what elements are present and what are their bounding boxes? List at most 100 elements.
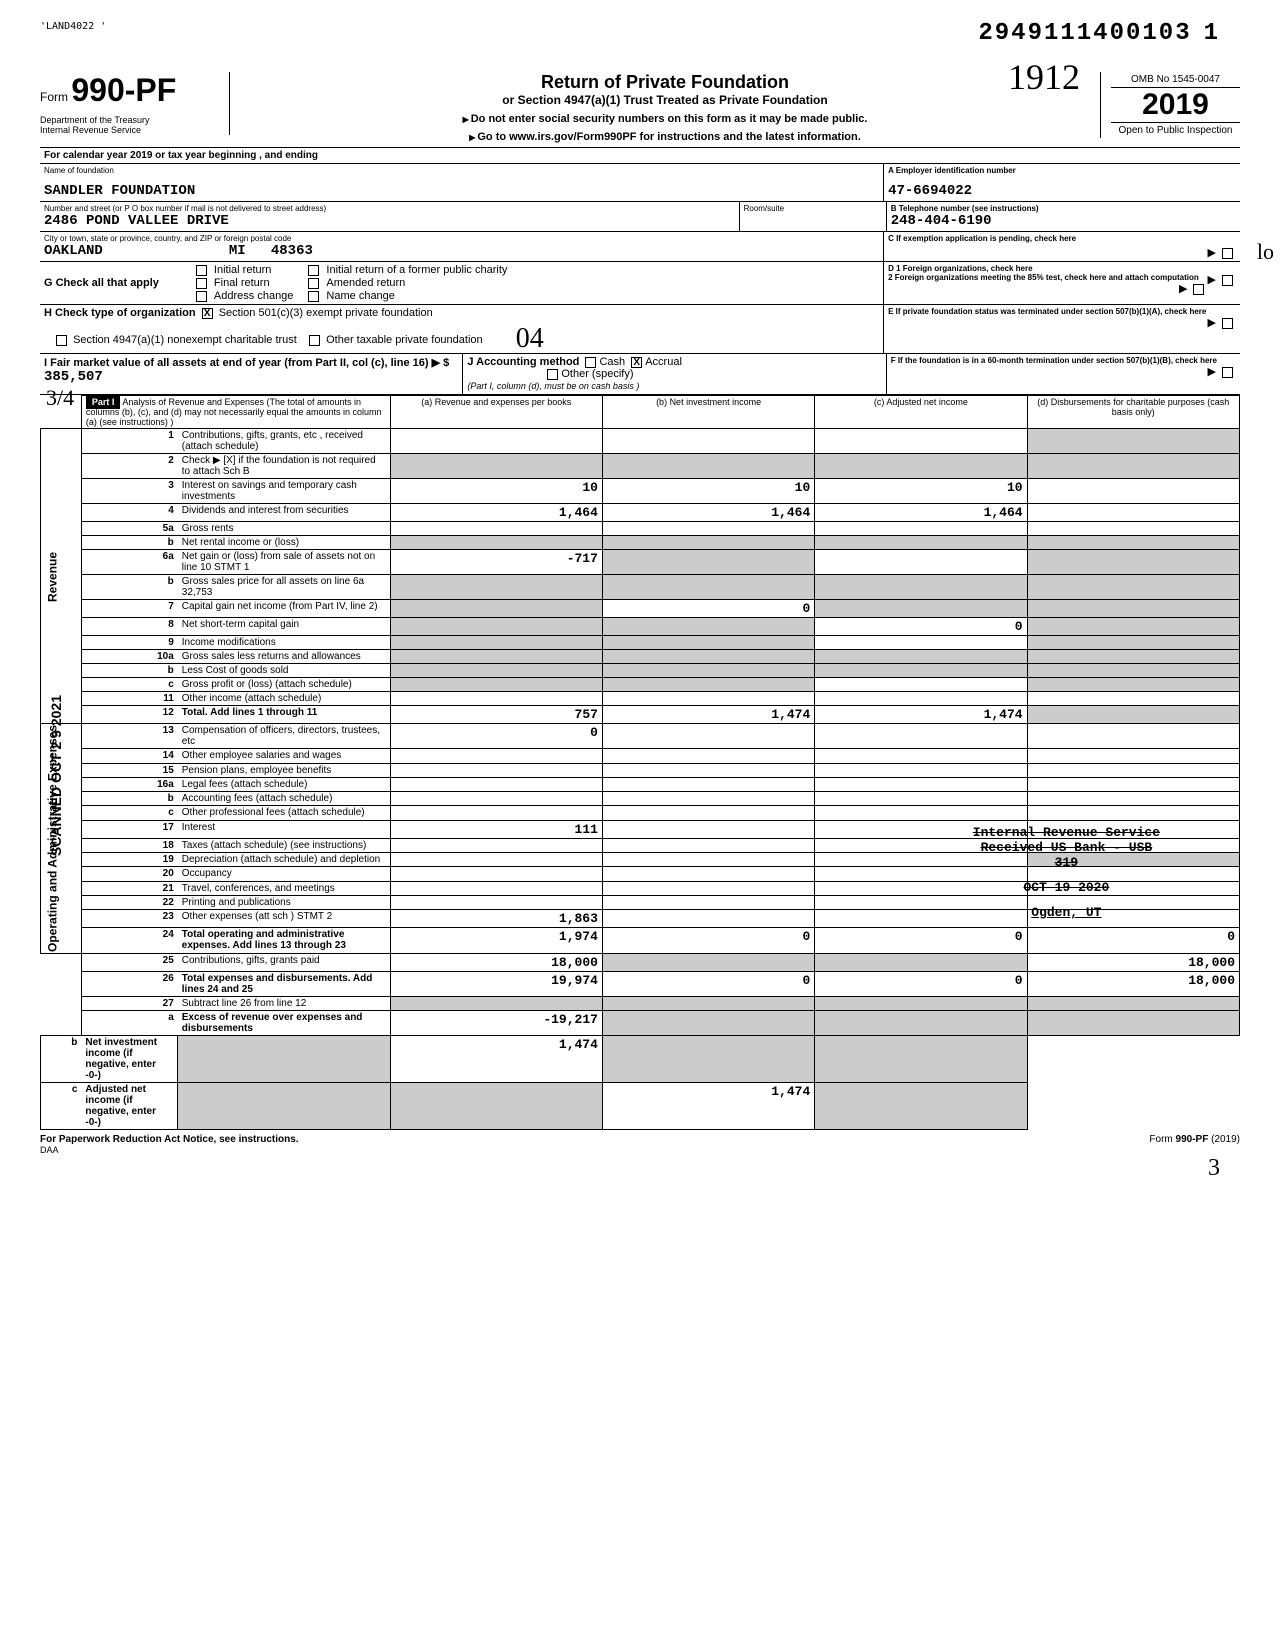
table-row: 6aNet gain or (loss) from sale of assets… [41, 550, 1240, 575]
line-num: 23 [81, 910, 177, 928]
line-desc: Accounting fees (attach schedule) [178, 792, 390, 806]
amt-cell: 111 [390, 820, 602, 838]
g-initial-return[interactable] [196, 265, 207, 276]
stamp-l4: OCT 19 2020 [973, 880, 1160, 895]
g-amended[interactable] [308, 278, 319, 289]
line-num: 13 [81, 724, 177, 749]
line-desc: Net rental income or (loss) [178, 536, 390, 550]
line-num: c [41, 1082, 82, 1129]
line-num: c [81, 806, 177, 820]
j-other[interactable] [547, 369, 558, 380]
h-4947[interactable] [56, 335, 67, 346]
line-desc: Net investment income (if negative, ente… [81, 1035, 177, 1082]
line-desc: Gross profit or (loss) (attach schedule) [178, 678, 390, 692]
h-501c3[interactable]: X [202, 308, 213, 319]
line-num: 22 [81, 895, 177, 909]
line-desc: Subtract line 26 from line 12 [178, 996, 390, 1010]
c-checkbox[interactable] [1222, 248, 1233, 259]
city: OAKLAND [44, 243, 103, 259]
line-num: 8 [81, 618, 177, 636]
i-value: 385,507 [44, 369, 103, 385]
line-num: b [81, 792, 177, 806]
line-num: 12 [81, 706, 177, 724]
amt-cell [815, 1035, 1027, 1082]
line-num: 27 [81, 996, 177, 1010]
amt-cell [602, 429, 814, 454]
amt-cell [602, 650, 814, 664]
line-desc: Contributions, gifts, grants, etc , rece… [178, 429, 390, 454]
line-num: 21 [81, 881, 177, 895]
table-row: 24Total operating and administrative exp… [41, 928, 1240, 954]
amt-cell [815, 600, 1027, 618]
line-desc: Contributions, gifts, grants paid [178, 953, 390, 971]
j-accrual[interactable]: X [631, 357, 642, 368]
line-num: b [41, 1035, 82, 1082]
table-row: 3Interest on savings and temporary cash … [41, 479, 1240, 504]
amt-cell [815, 550, 1027, 575]
amt-cell [815, 650, 1027, 664]
e-checkbox[interactable] [1222, 318, 1233, 329]
line-desc: Adjusted net income (if negative, enter … [81, 1082, 177, 1129]
h-opt3: Other taxable private foundation [326, 334, 483, 346]
d1-checkbox[interactable] [1222, 275, 1233, 286]
amt-cell [602, 953, 814, 971]
line-num: 10a [81, 650, 177, 664]
ein-label: A Employer identification number [888, 166, 1236, 175]
line-desc: Total expenses and disbursements. Add li… [178, 971, 390, 996]
tax-year: 2019 [1111, 88, 1240, 122]
form-990pf: 990-PF [71, 72, 176, 108]
amt-cell [815, 692, 1027, 706]
d1-label: D 1 Foreign organizations, check here [888, 264, 1236, 273]
line-num: 20 [81, 867, 177, 881]
h-opt2: Section 4947(a)(1) nonexempt charitable … [73, 334, 297, 346]
line-desc: Compensation of officers, directors, tru… [178, 724, 390, 749]
h-other-taxable[interactable] [309, 335, 320, 346]
amt-cell [390, 650, 602, 664]
f-checkbox[interactable] [1222, 367, 1233, 378]
amt-cell [815, 996, 1027, 1010]
amt-cell [390, 881, 602, 895]
amt-cell [1027, 650, 1239, 664]
amt-cell: 0 [602, 971, 814, 996]
amt-cell: 1,863 [390, 910, 602, 928]
line-num: 5a [81, 522, 177, 536]
line-num: 18 [81, 838, 177, 852]
g-address-change[interactable] [196, 291, 207, 302]
g-final-return[interactable] [196, 278, 207, 289]
amt-cell [1027, 792, 1239, 806]
line-desc: Gross rents [178, 522, 390, 536]
amt-cell [815, 1010, 1027, 1035]
h-opt1: Section 501(c)(3) exempt private foundat… [219, 307, 433, 319]
amt-cell [602, 636, 814, 650]
table-row: 10aGross sales less returns and allowanc… [41, 650, 1240, 664]
amt-cell [390, 618, 602, 636]
line-num: 16a [81, 777, 177, 791]
amt-cell: 18,000 [390, 953, 602, 971]
j-label: J Accounting method [467, 356, 579, 368]
amt-cell [1027, 692, 1239, 706]
city-label: City or town, state or province, country… [44, 234, 879, 243]
amt-cell [602, 1035, 814, 1082]
g-name-change[interactable] [308, 291, 319, 302]
amt-cell: 18,000 [1027, 953, 1239, 971]
amt-cell: 0 [390, 724, 602, 749]
table-row: Revenue1Contributions, gifts, grants, et… [41, 429, 1240, 454]
line-num: 24 [81, 928, 177, 954]
amt-cell [390, 454, 602, 479]
j-cash[interactable] [585, 357, 596, 368]
amt-cell [1027, 600, 1239, 618]
amt-cell [815, 664, 1027, 678]
amt-cell: 0 [815, 928, 1027, 954]
line-num: 1 [81, 429, 177, 454]
table-row: 27Subtract line 26 from line 12 [41, 996, 1240, 1010]
col-b-hdr: (b) Net investment income [602, 396, 814, 429]
room-label: Room/suite [744, 204, 882, 213]
amt-cell [815, 806, 1027, 820]
amt-cell [602, 536, 814, 550]
d2-checkbox[interactable] [1193, 284, 1204, 295]
col-d-hdr: (d) Disbursements for charitable purpose… [1027, 396, 1239, 429]
table-row: 5aGross rents [41, 522, 1240, 536]
amt-cell [602, 910, 814, 928]
amt-cell [602, 454, 814, 479]
g-initial-former[interactable] [308, 265, 319, 276]
